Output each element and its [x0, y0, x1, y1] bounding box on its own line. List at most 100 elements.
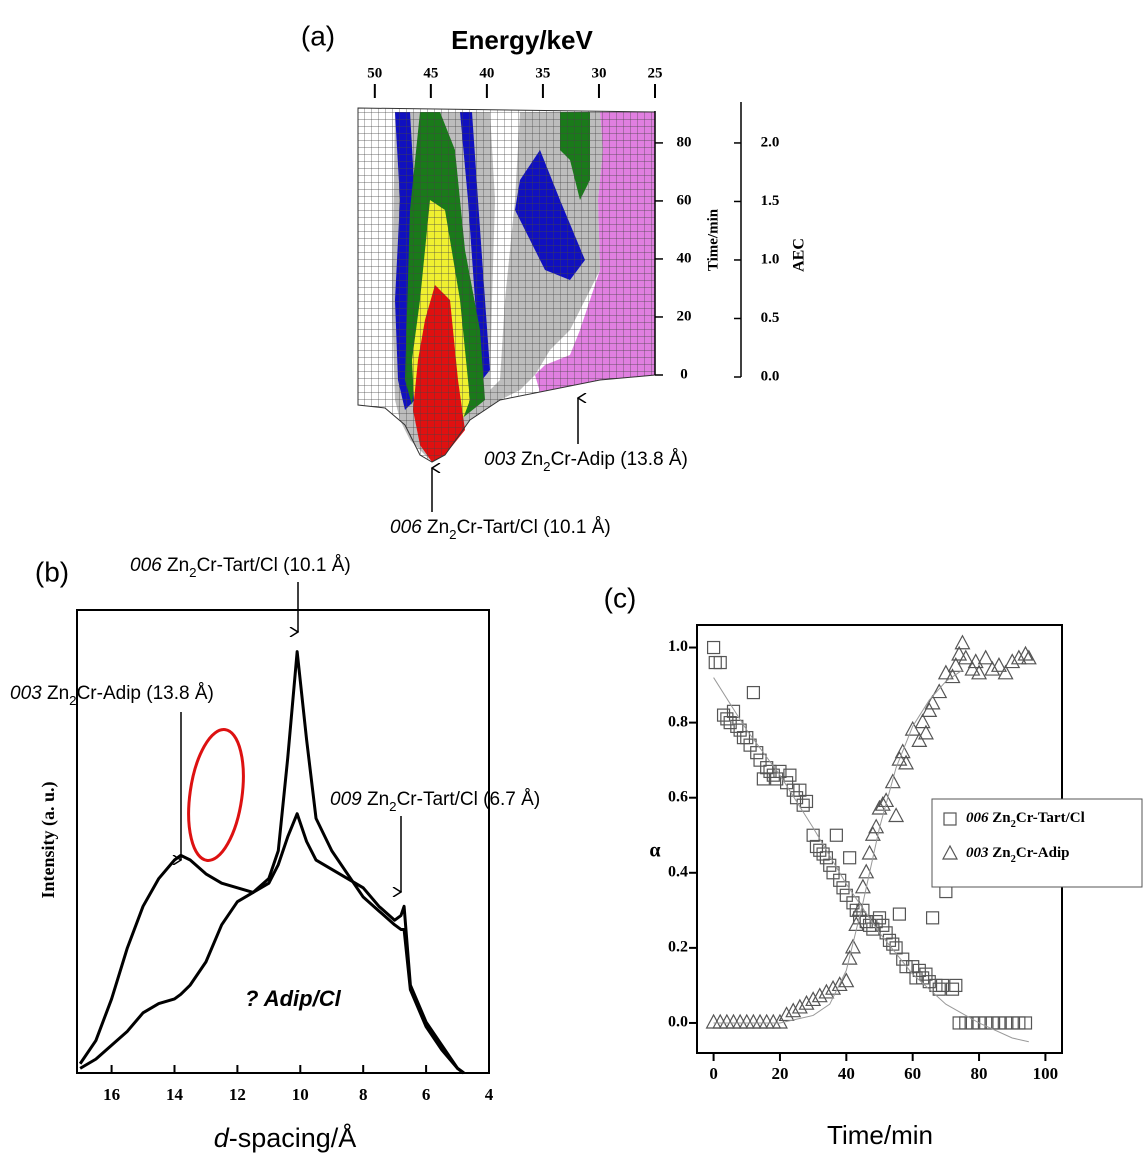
triangle-marker: [831, 976, 848, 992]
annotation: 006 Zn2Cr-Tart/Cl (10.1 Å): [390, 517, 611, 542]
pattern-line: [79, 650, 465, 1075]
square-marker: [979, 1016, 993, 1030]
square-marker: [773, 764, 787, 779]
x-tick-label: 0: [709, 1064, 718, 1083]
square-marker: [876, 918, 890, 932]
triangle-marker: [951, 645, 968, 661]
x-tick-label: 10: [292, 1085, 309, 1104]
triangle-marker: [971, 664, 988, 680]
square-marker: [945, 982, 960, 996]
plot-frame: [76, 609, 490, 1074]
y-tick-label: 0.0: [668, 1014, 688, 1031]
x-tick-label: 16: [103, 1085, 120, 1104]
triangle-marker: [765, 1013, 782, 1029]
triangle-marker: [954, 634, 971, 650]
square-marker: [723, 716, 737, 730]
square-marker: [746, 685, 761, 700]
triangle-marker: [825, 979, 842, 995]
triangle-marker: [871, 799, 888, 815]
square-marker: [1005, 1016, 1019, 1030]
x-tick-label: 40: [838, 1064, 855, 1083]
triangle-marker: [884, 773, 901, 789]
square-marker: [836, 881, 850, 895]
y-tick-label: 60: [677, 192, 692, 208]
triangle-marker: [778, 1006, 795, 1022]
square-marker: [816, 847, 830, 861]
triangle-marker: [888, 807, 905, 823]
square-marker: [959, 1016, 973, 1030]
triangle-marker: [818, 983, 835, 999]
triangle-marker: [838, 972, 855, 988]
y2-tick-label: 0.0: [761, 368, 780, 384]
triangle-marker: [805, 991, 822, 1007]
triangle-marker: [898, 754, 915, 770]
annotation: 003 Zn2Cr-Adip (13.8 Å): [10, 683, 214, 708]
square-marker: [892, 907, 907, 921]
triangle-marker: [791, 998, 808, 1014]
triangle-marker: [1010, 649, 1027, 665]
y-tick-label: 0.6: [668, 788, 688, 805]
annotation: 009 Zn2Cr-Tart/Cl (6.7 Å): [330, 789, 540, 814]
square-marker: [753, 753, 767, 767]
triangle-marker: [752, 1013, 769, 1029]
highlight-ellipse: [187, 728, 245, 862]
square-marker: [743, 738, 757, 752]
triangle-marker: [891, 750, 908, 766]
surface-plot: [357, 107, 656, 463]
square-marker: [819, 851, 834, 865]
square-marker: [862, 918, 877, 932]
square-marker: [922, 975, 936, 989]
square-marker: [826, 866, 840, 880]
fit-line: [713, 677, 1029, 1043]
triangle-marker: [967, 653, 984, 669]
square-marker: [909, 971, 923, 985]
triangle-marker: [977, 649, 994, 665]
triangle-marker: [725, 1013, 742, 1029]
triangle-marker: [712, 1013, 729, 1029]
triangle-marker: [997, 664, 1014, 680]
square-marker: [706, 640, 721, 655]
square-marker: [783, 768, 797, 782]
square-marker: [750, 746, 764, 760]
x-tick-label: 8: [359, 1085, 368, 1104]
x-tick-label: 40: [479, 65, 494, 81]
x-tick-label: 100: [1033, 1064, 1059, 1083]
square-marker: [899, 960, 913, 974]
triangle-marker: [947, 657, 964, 672]
triangle-marker: [917, 724, 934, 740]
triangle-marker: [864, 825, 881, 841]
y-tick-label: 80: [677, 134, 692, 150]
square-marker: [932, 982, 946, 996]
triangle-marker: [990, 657, 1007, 672]
square-marker: [998, 1016, 1013, 1030]
square-marker: [949, 978, 963, 993]
legend-label: 006 Zn2Cr-Tart/Cl: [966, 810, 1085, 829]
square-marker: [806, 828, 820, 842]
y-tick-label: 40: [677, 250, 692, 266]
square-marker: [708, 655, 722, 670]
triangle-marker: [811, 987, 828, 1003]
square-marker: [925, 911, 940, 925]
y-tick-label: 0.2: [668, 939, 688, 956]
square-marker: [809, 839, 824, 854]
y-tick-label: 20: [677, 308, 692, 324]
triangle-marker: [1017, 645, 1034, 661]
square-marker: [919, 967, 933, 981]
square-marker: [952, 1016, 966, 1030]
surface-mesh: [357, 107, 656, 463]
square-marker: [872, 911, 887, 925]
square-marker: [1012, 1016, 1026, 1030]
triangle-marker: [745, 1013, 762, 1029]
square-marker: [733, 723, 747, 737]
square-marker: [992, 1016, 1006, 1030]
square-marker: [879, 926, 893, 940]
triangle-marker: [861, 844, 878, 860]
square-marker: [1018, 1016, 1033, 1030]
square-marker: [720, 712, 734, 726]
square-marker: [799, 794, 814, 809]
triangle-marker: [894, 743, 911, 759]
triangle-marker: [732, 1013, 749, 1029]
fit-line: [713, 669, 963, 1024]
x-tick-label: 35: [535, 65, 550, 81]
y-axis-title: α: [649, 840, 660, 862]
